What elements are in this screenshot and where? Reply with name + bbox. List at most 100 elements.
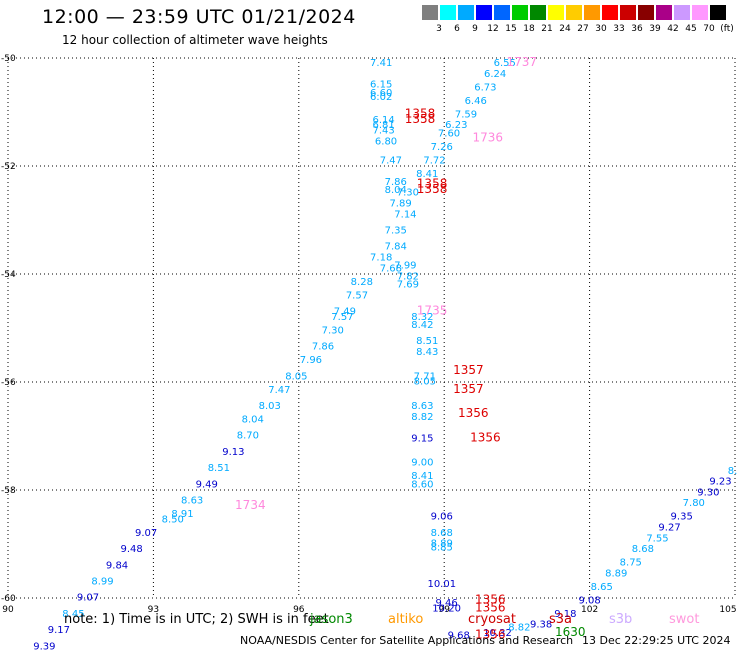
- swh-value: 8.04: [385, 185, 407, 196]
- color-swatch: [692, 5, 708, 20]
- color-swatch: [548, 5, 564, 20]
- swh-value: 9.49: [196, 479, 218, 490]
- swh-value: 6.24: [484, 69, 506, 80]
- time-label: 1630: [555, 625, 586, 639]
- credit-text: NOAA/NESDIS Center for Satellite Applica…: [240, 634, 574, 647]
- color-scale-label: 27: [577, 24, 589, 34]
- x-tick-label: 90: [2, 605, 14, 615]
- swh-value: 7.57: [331, 312, 353, 323]
- swh-value: 10.20: [432, 604, 461, 615]
- swh-value: 8.65: [591, 582, 613, 593]
- color-scale-label: 30: [595, 24, 607, 34]
- swh-value: 7.41: [370, 58, 392, 69]
- color-scale-label: 36: [631, 24, 643, 34]
- time-label: 1734: [235, 498, 266, 512]
- color-swatch: [674, 5, 690, 20]
- swh-value: 9.84: [106, 560, 128, 571]
- x-tick-label: 105: [719, 605, 736, 615]
- color-scale-label: 45: [685, 24, 697, 34]
- swh-value: 8.63: [181, 496, 203, 507]
- time-label: 1357: [453, 363, 484, 377]
- swh-value: 6.23: [445, 120, 467, 131]
- swh-value: 6.02: [370, 92, 392, 103]
- swh-value: 8.41: [416, 169, 438, 180]
- swh-value: 9.06: [431, 512, 453, 523]
- color-swatch: [656, 5, 672, 20]
- page-title: 12:00 — 23:59 UTC 01/21/2024: [42, 6, 356, 28]
- swh-value: 6.14: [372, 115, 394, 126]
- color-scale-label: 15: [505, 24, 517, 34]
- color-swatch: [476, 5, 492, 20]
- swh-value: 7.35: [385, 226, 407, 237]
- color-scale-label: 39: [649, 24, 661, 34]
- swh-value: 8.89: [605, 568, 627, 579]
- swh-value: 6.80: [375, 136, 397, 147]
- color-scale-label: 42: [667, 24, 679, 34]
- swh-value: 7.49: [334, 307, 356, 318]
- generation-timestamp: 13 Dec 22:29:25 UTC 2024: [582, 634, 731, 647]
- swh-value: 8.63: [411, 401, 433, 412]
- axis-ticks: 90 93 96 99 102 105 -50 -52 -54 -56 -58 -60: [1, 54, 737, 615]
- swh-value: 9.48: [120, 544, 142, 555]
- swh-value: 9.38: [530, 620, 552, 631]
- swh-value: 8.51: [208, 463, 230, 474]
- swh-value: 8.: [728, 466, 738, 477]
- swh-value: 8.45: [62, 609, 84, 620]
- swh-value: 7.47: [380, 155, 402, 166]
- color-scale-label: 18: [523, 24, 535, 34]
- swh-value: 8.05: [414, 377, 436, 388]
- swh-value: 8.82: [411, 412, 433, 423]
- color-swatch: [566, 5, 582, 20]
- swh-value: 6.81: [372, 120, 394, 131]
- swh-value: 8.51: [416, 336, 438, 347]
- swh-value: 8.60: [411, 479, 433, 490]
- swh-value: 7.47: [268, 385, 290, 396]
- swh-value: 9.23: [709, 477, 731, 488]
- color-scale-label: 70: [703, 24, 715, 34]
- swh-value: 10.01: [427, 579, 456, 590]
- satellite-legend-item: s3b: [609, 612, 633, 627]
- swh-value: 7.86: [385, 177, 407, 188]
- swh-value: 7.84: [385, 242, 407, 253]
- color-swatch: [620, 5, 636, 20]
- swh-value: 7.26: [431, 142, 453, 153]
- swh-value: 8.89: [431, 539, 453, 550]
- swh-value: 8.05: [285, 371, 307, 382]
- swh-value: 7.14: [394, 209, 416, 220]
- time-label: 1356: [475, 628, 506, 642]
- y-tick-label: -58: [1, 486, 16, 496]
- swh-value: 9.27: [658, 523, 680, 534]
- time-label: 1356: [470, 430, 501, 444]
- swh-value: 9.18: [554, 609, 576, 620]
- time-label: 1356: [458, 406, 489, 420]
- time-labels: 1737173617351734135813581358135813571357…: [235, 55, 586, 642]
- swh-value: 8.70: [237, 431, 259, 442]
- swh-value: 8.41: [411, 471, 433, 482]
- time-label: 1737: [506, 55, 537, 69]
- color-swatch: [602, 5, 618, 20]
- swh-value: 9.39: [33, 641, 55, 650]
- color-swatch: [638, 5, 654, 20]
- swh-value: 7.57: [346, 290, 368, 301]
- color-scale-label: 9: [472, 24, 478, 34]
- color-scale-label: 33: [613, 24, 625, 34]
- color-swatch: [710, 5, 726, 20]
- color-scale-label: 24: [559, 24, 571, 34]
- swh-value: 6.15: [370, 80, 392, 91]
- swh-value: 8.75: [620, 558, 642, 569]
- swh-value: 9.07: [135, 528, 157, 539]
- swh-value: 9.15: [411, 433, 433, 444]
- time-label: 1357: [453, 382, 484, 396]
- swh-value: 8.32: [411, 312, 433, 323]
- swh-value: 8.42: [411, 320, 433, 331]
- swh-value: 8.91: [171, 509, 193, 520]
- swh-value: 9.30: [697, 487, 719, 498]
- time-label: 1735: [417, 304, 448, 318]
- swh-value: 8.68: [431, 528, 453, 539]
- swh-value: 9.17: [48, 625, 70, 636]
- swh-labels: 7.41 6.156.606.02 6.146.817.436.80 7.47 7.86…: [33, 58, 737, 650]
- satellite-legend-item: swot: [669, 612, 700, 627]
- swh-value: 9.08: [578, 595, 600, 606]
- swh-value: 7.89: [389, 199, 411, 210]
